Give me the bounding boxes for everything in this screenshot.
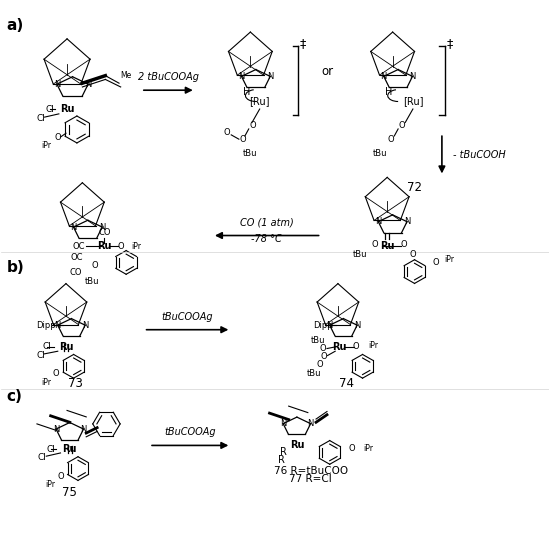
Text: H: H <box>385 87 393 97</box>
Text: ‡: ‡ <box>300 37 306 50</box>
Text: O: O <box>371 240 378 249</box>
Text: CO (1 atm): CO (1 atm) <box>240 217 294 227</box>
Text: Cl: Cl <box>45 104 54 114</box>
Text: 76 R=tBuCOO: 76 R=tBuCOO <box>273 466 348 476</box>
Text: N: N <box>409 72 416 81</box>
Text: Ru: Ru <box>97 241 112 251</box>
Text: O: O <box>57 472 64 480</box>
Text: 72: 72 <box>407 181 422 194</box>
Text: a): a) <box>7 17 24 32</box>
Text: tBu: tBu <box>85 277 99 286</box>
Text: N: N <box>307 419 314 428</box>
Text: 74: 74 <box>339 377 354 390</box>
Text: O: O <box>117 242 124 251</box>
Text: tBuCOOAg: tBuCOOAg <box>164 427 216 437</box>
Text: Cl: Cl <box>42 342 51 352</box>
Text: O: O <box>317 360 323 369</box>
Text: O: O <box>400 240 407 249</box>
Text: O: O <box>54 133 61 142</box>
Text: O: O <box>353 342 359 352</box>
Text: O: O <box>399 121 405 130</box>
Text: tBu: tBu <box>353 250 367 259</box>
Text: iPr: iPr <box>131 242 142 251</box>
Text: N: N <box>85 80 91 89</box>
Text: Cl: Cl <box>36 351 45 360</box>
Text: O: O <box>53 370 59 378</box>
Text: b): b) <box>7 260 25 275</box>
Text: N: N <box>54 321 61 329</box>
Text: N: N <box>267 72 273 81</box>
Text: Dipp: Dipp <box>36 321 56 330</box>
Text: iPr: iPr <box>364 444 373 453</box>
Text: N: N <box>53 425 59 433</box>
Text: N: N <box>404 217 410 226</box>
Text: OC: OC <box>71 253 84 261</box>
Text: Dipp: Dipp <box>314 321 333 330</box>
Text: H: H <box>243 87 250 97</box>
Text: c): c) <box>7 389 23 404</box>
Text: Ru: Ru <box>63 444 77 454</box>
Text: CO: CO <box>70 268 82 277</box>
Text: N: N <box>238 72 245 81</box>
Text: O: O <box>250 121 256 130</box>
Text: Cl: Cl <box>38 453 47 463</box>
Text: 2 tBuCOOAg: 2 tBuCOOAg <box>138 72 199 82</box>
Text: N: N <box>375 217 382 226</box>
Text: 77 R=Cl: 77 R=Cl <box>289 474 332 484</box>
Text: N: N <box>70 222 76 232</box>
Text: R: R <box>278 455 285 465</box>
Text: 73: 73 <box>68 377 82 390</box>
Text: N: N <box>82 321 89 329</box>
Text: [Ru]: [Ru] <box>403 96 423 106</box>
Text: tBu: tBu <box>243 149 257 157</box>
Text: -78 °C: -78 °C <box>251 234 282 244</box>
Text: O: O <box>388 135 394 144</box>
Text: O: O <box>321 352 328 361</box>
Text: Ru: Ru <box>60 104 74 114</box>
Text: Ru: Ru <box>290 440 304 451</box>
Text: iPr: iPr <box>368 341 378 351</box>
Text: iPr: iPr <box>41 378 51 387</box>
Text: Ru: Ru <box>59 342 73 352</box>
Text: iPr: iPr <box>46 480 56 489</box>
Text: O: O <box>240 135 246 144</box>
Text: N: N <box>280 419 287 428</box>
Text: O: O <box>91 261 98 269</box>
Text: Ru: Ru <box>380 241 394 251</box>
Text: Cl: Cl <box>46 445 55 454</box>
Text: N: N <box>354 321 360 329</box>
Text: O: O <box>410 250 416 259</box>
Text: N: N <box>381 72 387 81</box>
Text: N: N <box>327 321 333 329</box>
Text: O: O <box>223 128 230 137</box>
Text: tBu: tBu <box>310 336 325 345</box>
Text: 75: 75 <box>62 486 77 499</box>
Text: Cl: Cl <box>36 114 45 123</box>
Text: tBuCOOAg: tBuCOOAg <box>162 312 213 322</box>
Text: Me: Me <box>120 71 132 80</box>
Text: - tBuCOOH: - tBuCOOH <box>453 150 505 160</box>
Text: tBu: tBu <box>373 149 387 157</box>
Text: or: or <box>321 65 333 78</box>
Text: N: N <box>80 425 87 433</box>
Text: O: O <box>348 444 355 453</box>
Text: N: N <box>54 80 60 89</box>
Text: Ru: Ru <box>332 342 347 352</box>
Text: N: N <box>99 222 106 232</box>
Text: CO: CO <box>98 228 111 237</box>
Text: OC: OC <box>72 242 85 251</box>
Text: O: O <box>432 258 439 267</box>
Text: iPr: iPr <box>444 255 454 264</box>
Text: O: O <box>320 344 327 353</box>
Text: tBu: tBu <box>307 370 322 378</box>
Text: R: R <box>280 447 287 458</box>
Text: iPr: iPr <box>41 141 51 150</box>
Text: [Ru]: [Ru] <box>250 96 270 106</box>
Text: ‡: ‡ <box>446 37 453 50</box>
